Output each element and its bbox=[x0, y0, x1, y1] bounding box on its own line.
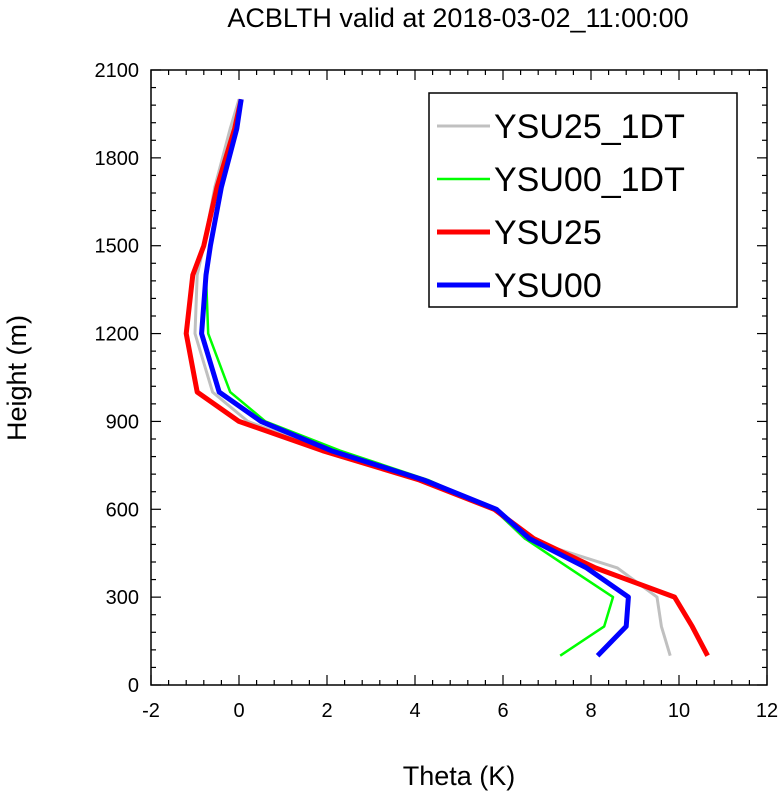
series-line-ysu00 bbox=[199, 98, 631, 658]
x-tick-label: 10 bbox=[668, 700, 690, 722]
x-tick-label: 4 bbox=[409, 700, 420, 722]
x-axis-label: Theta (K) bbox=[403, 761, 516, 791]
x-tick-label: 8 bbox=[585, 700, 596, 722]
x-tick-label: 0 bbox=[233, 700, 244, 722]
x-tick-label: 6 bbox=[497, 700, 508, 722]
y-tick-label: 600 bbox=[106, 499, 139, 521]
y-tick-label: 300 bbox=[106, 587, 139, 609]
legend-label: YSU25 bbox=[494, 214, 602, 252]
x-tick-label: 2 bbox=[321, 700, 332, 722]
legend-box bbox=[428, 92, 738, 308]
chart-title: ACBLTH valid at 2018-03-02_11:00:00 bbox=[227, 3, 688, 33]
y-tick-label: 1200 bbox=[95, 324, 140, 346]
y-tick-label: 2100 bbox=[95, 60, 140, 82]
y-tick-label: 1800 bbox=[95, 148, 140, 170]
legend-label: YSU25_1DT bbox=[494, 108, 685, 146]
legend-label: YSU00 bbox=[494, 267, 602, 305]
legend: YSU25_1DT YSU00_1DT YSU25 YSU00 bbox=[428, 92, 738, 308]
plot-frame bbox=[150, 69, 768, 686]
x-tick-label: -2 bbox=[142, 700, 160, 722]
y-tick-label: 900 bbox=[106, 411, 139, 433]
y-tick-label: 1500 bbox=[95, 236, 140, 258]
y-axis-label: Height (m) bbox=[2, 315, 32, 441]
x-tick-label: 12 bbox=[756, 700, 778, 722]
y-tick-label: 0 bbox=[128, 675, 139, 697]
series-line-ysu25 bbox=[183, 98, 710, 657]
legend-label: YSU00_1DT bbox=[494, 161, 685, 199]
series-layer bbox=[183, 98, 710, 658]
